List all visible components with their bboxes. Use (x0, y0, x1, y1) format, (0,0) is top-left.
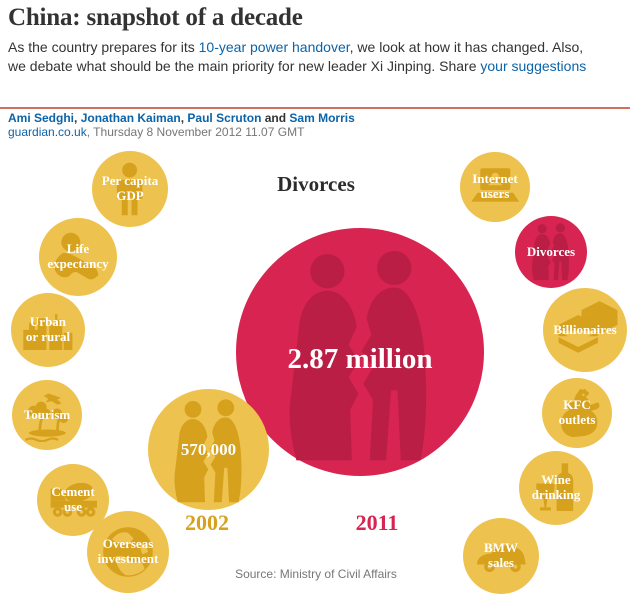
bubble-wine-drinking[interactable]: Wine drinking (519, 451, 593, 525)
chicken-icon (560, 388, 600, 437)
byline: Ami Sedghi, Jonathan Kaiman, Paul Scruto… (8, 111, 355, 125)
publish-date: , Thursday 8 November 2012 11.07 GMT (86, 125, 305, 139)
globe-icon (103, 527, 153, 577)
bubble-label: Overseas investment (97, 536, 159, 566)
bubble-label: Cement use (51, 484, 95, 514)
bubble-urban-or-rural[interactable]: Urban or rural (11, 293, 85, 367)
chart-title: Divorces (277, 172, 355, 196)
bubble-label: Billionaires (553, 321, 617, 337)
value-2002: 570,000 (180, 440, 237, 459)
value-2011: 2.87 million (287, 343, 433, 375)
bubble-label: Wine drinking (531, 472, 581, 502)
bubble-tourism[interactable]: Tourism (12, 380, 82, 450)
baby-icon (53, 232, 98, 279)
bubble-bmw-sales[interactable]: BMW sales (463, 518, 539, 594)
author-link[interactable]: Ami Sedghi (8, 111, 75, 125)
bubble-label: Internet users (472, 171, 518, 201)
bubble-billionaires[interactable]: Billionaires (543, 288, 627, 372)
bubble-label: BMW sales (484, 540, 518, 570)
bubble-per-capita-gdp[interactable]: Per capita GDP (92, 151, 168, 227)
author-link[interactable]: Sam Morris (289, 111, 355, 125)
bubble-label: Per capita GDP (101, 173, 159, 203)
byline-separator: , (74, 111, 81, 125)
bubble-cement-use[interactable]: Cement use (37, 464, 109, 536)
byline-separator: and (261, 111, 290, 125)
divorces-2011-circle: 2.87 million (236, 228, 484, 476)
byline-separator: , (180, 111, 188, 125)
palm-beach-plane-icon (24, 393, 68, 443)
bubble-label: Divorces (526, 243, 576, 259)
page-title: China: snapshot of a decade (8, 4, 303, 31)
author-link[interactable]: Paul Scruton (187, 111, 262, 125)
divorces-2002-circle: 570,000 (148, 389, 269, 510)
bubble-label: Tourism (23, 406, 71, 422)
bubble-overseas-investment[interactable]: Overseas investment (87, 511, 169, 593)
bubble-label: Urban or rural (25, 314, 71, 344)
wine-bottle-glass-icon (536, 463, 574, 512)
bubble-kfc-outlets[interactable]: KFC outlets (542, 378, 612, 448)
cement-truck-icon (50, 482, 97, 517)
standfirst: As the country prepares for its 10-year … (8, 38, 594, 76)
money-stacks-icon (558, 301, 618, 353)
bubble-label: Life expectancy (47, 241, 109, 271)
standfirst-text: , we look at how it has changed. Also, w… (8, 39, 584, 74)
person-icon (117, 163, 143, 216)
car-icon (477, 545, 527, 573)
bubble-label: KFC outlets (558, 397, 596, 427)
author-link[interactable]: Jonathan Kaiman (80, 111, 181, 125)
link-power-handover[interactable]: 10-year power handover (198, 39, 350, 55)
section-divider (0, 107, 630, 109)
year-label-2002: 2002 (185, 510, 229, 535)
laptop-icon (471, 167, 519, 202)
link-your-suggestions[interactable]: your suggestions (480, 58, 587, 74)
bubble-divorces[interactable]: Divorces (515, 216, 587, 288)
year-label-2011: 2011 (355, 510, 399, 535)
bubble-life-expectancy[interactable]: Life expectancy (39, 218, 117, 296)
city-skyline-icon (23, 314, 73, 351)
dateline: guardian.co.uk, Thursday 8 November 2012… (8, 125, 304, 139)
article-header: China: snapshot of a decade As the count… (8, 4, 622, 76)
source-note: Source: Ministry of Civil Affairs (235, 567, 397, 581)
bubble-internet-users[interactable]: Internet users (460, 152, 530, 222)
standfirst-text: As the country prepares for its (8, 39, 199, 55)
site-link[interactable]: guardian.co.uk (8, 125, 87, 139)
